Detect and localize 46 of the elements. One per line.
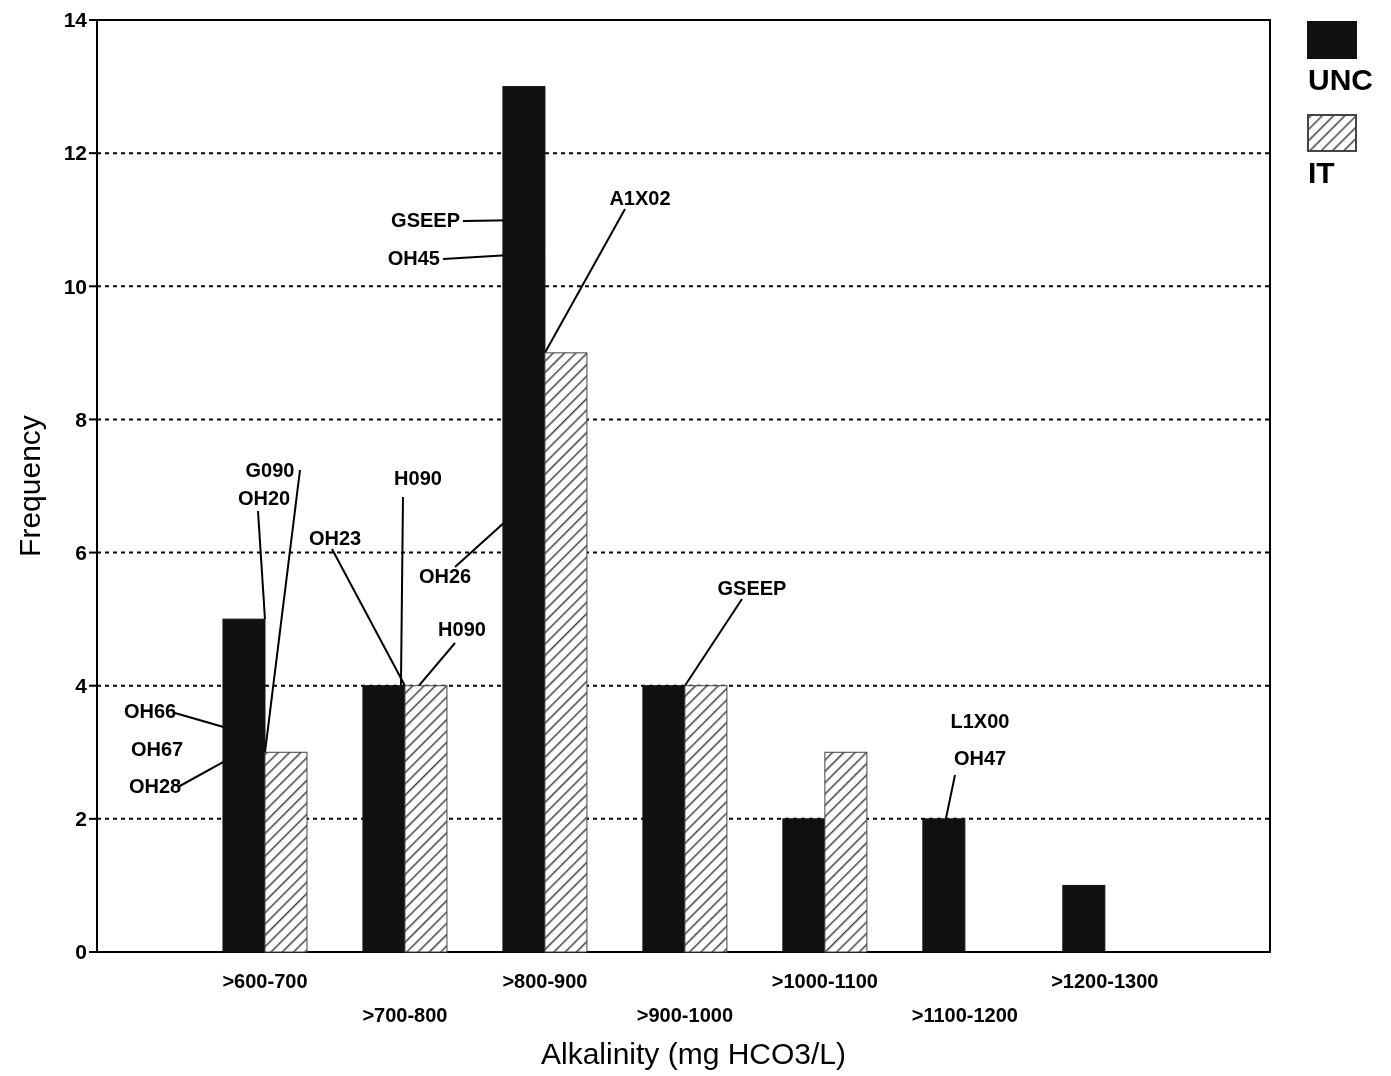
- y-tick-label: 2: [75, 807, 87, 831]
- x-tick-label: >900-1000: [636, 1004, 733, 1026]
- x-tick-label: >1000-1100: [771, 970, 878, 992]
- x-tick-label: >800-900: [502, 970, 588, 992]
- annotation: OH28: [128, 775, 182, 797]
- bar: [1062, 884, 1106, 953]
- y-tick-label: 0: [75, 940, 87, 964]
- y-tick-label: 8: [75, 407, 88, 431]
- bar: [264, 751, 308, 953]
- annotation: OH66: [123, 700, 177, 722]
- annotation: GSEEP: [717, 577, 787, 599]
- annotation: A1X02: [609, 187, 671, 209]
- annotation: OH45: [387, 247, 440, 269]
- annotation: L1X00: [950, 710, 1010, 732]
- annotation: OH20: [237, 487, 291, 509]
- annotation: H090: [438, 618, 486, 640]
- y-tick-label: 12: [63, 141, 87, 165]
- x-axis-title: Alkalinity (mg HCO3/L): [540, 1037, 847, 1070]
- legend-label: UNC: [1308, 63, 1373, 96]
- bar: [782, 818, 826, 953]
- annotation: G090: [245, 459, 295, 481]
- bar: [404, 685, 448, 953]
- bar: [362, 685, 406, 953]
- bar: [922, 818, 966, 953]
- bar: [502, 86, 546, 953]
- x-tick-label: >1200-1300: [1051, 970, 1159, 992]
- bar: [824, 751, 868, 953]
- x-tick-label: >600-700: [222, 970, 308, 992]
- x-tick-label: >700-800: [362, 1004, 448, 1026]
- y-tick-label: 10: [63, 274, 87, 298]
- annotation: OH23: [308, 527, 362, 549]
- bar: [684, 685, 728, 953]
- bar: [544, 352, 588, 953]
- annotation: OH47: [953, 747, 1007, 769]
- annotation: OH67: [130, 738, 184, 760]
- x-tick-label: >1100-1200: [911, 1004, 1018, 1026]
- legend-label: IT: [1308, 156, 1335, 189]
- y-axis-title: Frequency: [13, 415, 46, 557]
- annotation: H090: [394, 467, 442, 489]
- bar: [222, 618, 266, 953]
- annotation: GSEEP: [391, 209, 460, 231]
- y-tick-label: 4: [75, 674, 88, 698]
- bar: [642, 685, 686, 953]
- y-tick-label: 14: [63, 8, 88, 32]
- annotation: OH26: [418, 565, 472, 587]
- y-tick-label: 6: [75, 540, 87, 564]
